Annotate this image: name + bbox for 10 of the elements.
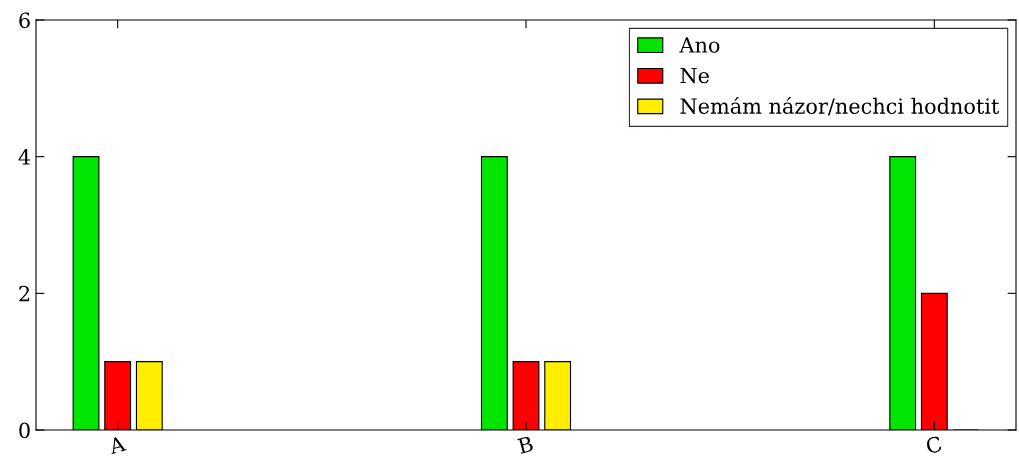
legend-label: Ne [680, 67, 709, 84]
legend-label: Ano [679, 37, 720, 53]
x-tick-label: A [107, 435, 127, 455]
y-tick-label: 2 [19, 285, 30, 302]
y-tick-label: 4 [18, 149, 31, 165]
y-tick-label: 6 [19, 12, 30, 29]
x-tick-label: C [925, 435, 943, 455]
legend-label: Nemám názor/nechci hodnotit [680, 96, 1000, 116]
y-tick-label: 0 [19, 422, 30, 439]
x-tick-label: B [517, 435, 534, 454]
